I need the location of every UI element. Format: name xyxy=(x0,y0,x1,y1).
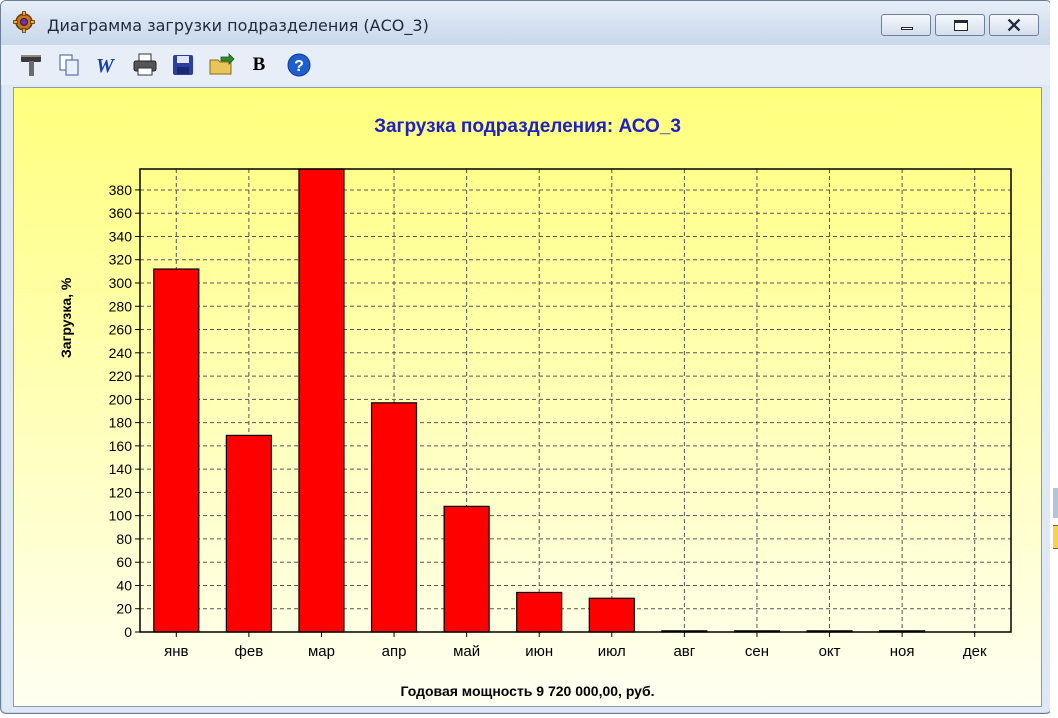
maximize-icon xyxy=(954,20,968,31)
export-icon xyxy=(209,53,235,75)
y-tick-label: 60 xyxy=(116,554,132,570)
minimize-button[interactable] xyxy=(881,14,931,36)
y-tick-label: 300 xyxy=(109,275,133,291)
plot-frame xyxy=(139,168,1012,633)
y-tick-label: 100 xyxy=(109,508,133,524)
bar-апр xyxy=(370,402,418,633)
copy-button[interactable] xyxy=(55,51,83,79)
minimize-icon xyxy=(901,27,913,30)
y-tick-label: 20 xyxy=(116,601,132,617)
background-fragment xyxy=(1053,488,1058,518)
hammer-icon xyxy=(21,55,41,76)
save-button[interactable] xyxy=(169,51,197,79)
export-button[interactable] xyxy=(207,51,235,79)
x-tick-label: янв xyxy=(164,643,188,660)
x-tick-label: фев xyxy=(235,643,264,660)
help-icon: ? xyxy=(287,53,311,77)
copy-icon xyxy=(59,54,79,76)
hammer-button[interactable] xyxy=(17,51,45,79)
svg-text:W: W xyxy=(96,55,115,77)
x-tick-label: дек xyxy=(963,643,987,660)
y-tick-label: 0 xyxy=(124,624,132,640)
y-tick-label: 340 xyxy=(109,228,133,244)
chart-area: Загрузка подразделения: АСО_3 Загрузка, … xyxy=(13,87,1042,707)
y-tick-label: 180 xyxy=(109,415,133,431)
y-tick-label: 140 xyxy=(109,461,133,477)
x-tick-label: сен xyxy=(745,643,769,660)
y-tick-label: 360 xyxy=(109,205,133,221)
settings-gear-app-icon[interactable] xyxy=(13,11,35,33)
x-tick-label: июл xyxy=(598,643,626,660)
y-tick-label: 280 xyxy=(109,298,133,314)
background-fragment xyxy=(1053,525,1058,549)
x-tick-label: май xyxy=(453,643,480,660)
x-tick-label: ноя xyxy=(890,643,915,660)
svg-text:?: ? xyxy=(294,58,304,75)
print-icon xyxy=(133,53,157,76)
print-button[interactable] xyxy=(131,51,159,79)
x-tick-label: окт xyxy=(819,643,841,660)
bar-июн xyxy=(516,591,563,633)
y-tick-label: 200 xyxy=(109,391,133,407)
help-button[interactable]: ? xyxy=(285,51,313,79)
toolbar: W B xyxy=(1,45,1051,85)
maximize-button[interactable] xyxy=(935,14,985,36)
y-tick-label: 240 xyxy=(109,345,133,361)
y-tick-label: 380 xyxy=(109,182,133,198)
save-icon xyxy=(173,55,193,75)
bar-фев xyxy=(225,434,272,633)
y-tick-label: 220 xyxy=(109,368,133,384)
y-tick-label: 40 xyxy=(116,577,132,593)
bar-янв xyxy=(153,268,200,633)
word-export-button[interactable]: W xyxy=(93,51,121,79)
background-window-edge xyxy=(1050,0,1058,718)
chart-title: Загрузка подразделения: АСО_3 xyxy=(374,116,681,137)
word-export-icon: W xyxy=(96,55,115,77)
y-tick-label: 320 xyxy=(109,252,133,268)
y-tick-label: 160 xyxy=(109,438,133,454)
bar-май xyxy=(443,505,490,633)
bar-июл xyxy=(588,597,635,633)
y-tick-label: 80 xyxy=(116,531,132,547)
x-tick-label: авг xyxy=(673,643,695,660)
y-tick-label: 260 xyxy=(109,322,133,338)
bold-b-icon: B xyxy=(252,54,266,75)
window-title: Диаграмма загрузки подразделения (АСО_3) xyxy=(47,16,429,35)
close-button[interactable] xyxy=(989,14,1039,36)
y-tick-label: 120 xyxy=(109,484,133,500)
bold-b-button[interactable]: B xyxy=(245,51,273,79)
bar-мар xyxy=(298,168,345,633)
x-axis-label: Годовая мощность 9 720 000,00, руб. xyxy=(400,683,655,699)
close-icon xyxy=(1007,18,1021,32)
bar-chart: 0 20 40 60 80 100 120 140 160 180 200 220 240 260 280 3… xyxy=(109,168,1012,660)
x-tick-label: мар xyxy=(308,643,335,660)
x-tick-label: апр xyxy=(382,643,407,660)
title-bar[interactable]: Диаграмма загрузки подразделения (АСО_3) xyxy=(1,1,1051,45)
x-tick-label: июн xyxy=(525,643,553,660)
